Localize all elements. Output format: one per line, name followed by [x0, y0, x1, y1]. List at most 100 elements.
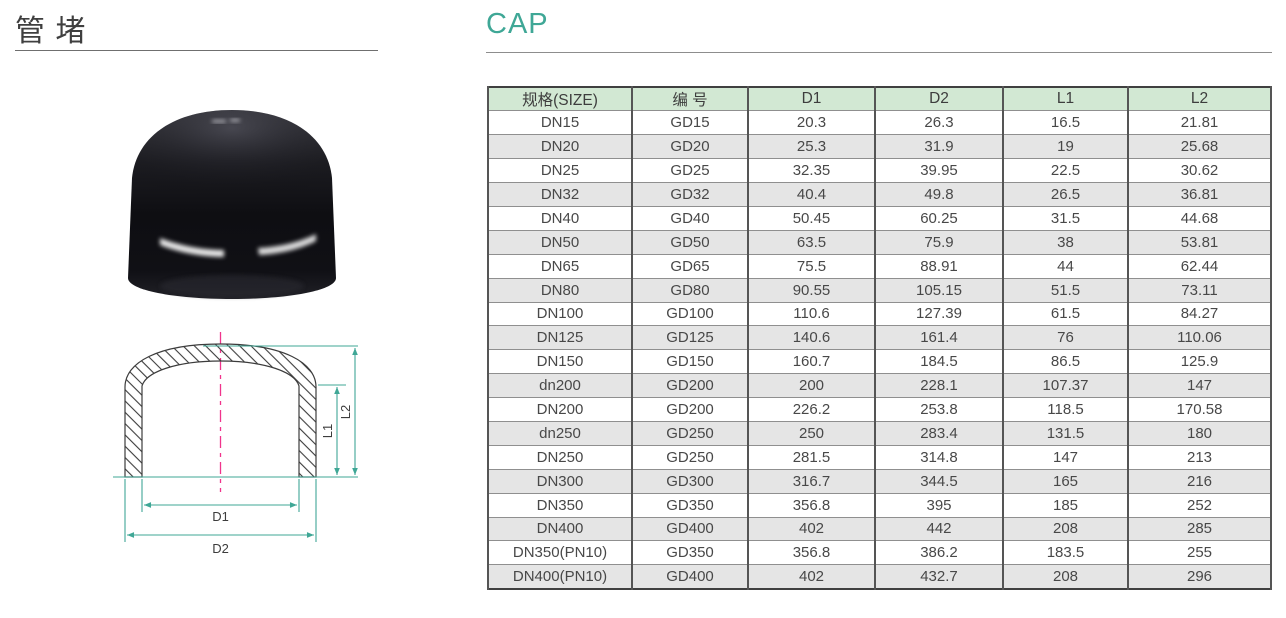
table-row: DN350 GD350 356.8 395 185 252 [487, 492, 1272, 518]
table-row: DN32 GD32 40.4 49.8 26.5 36.81 [487, 182, 1272, 207]
page-title-en-text: CAP [486, 8, 549, 40]
table-cell: 73.11 [1127, 277, 1272, 303]
table-cell: DN400(PN10) [487, 564, 633, 590]
table-cell: 22.5 [1002, 158, 1129, 184]
table-cell: GD350 [631, 492, 749, 518]
dimension-label-d1: D1 [212, 509, 229, 524]
table-cell: DN300 [487, 468, 633, 494]
table-cell: 75.5 [747, 253, 876, 279]
table-cell: 25.68 [1127, 134, 1272, 160]
table-cell: 20.3 [747, 110, 876, 136]
table-cell: GD25 [631, 158, 749, 184]
table-cell: 90.55 [747, 277, 876, 303]
table-cell: 118.5 [1002, 397, 1129, 422]
table-cell: DN80 [487, 277, 633, 303]
table-cell: 84.27 [1127, 301, 1272, 327]
table-cell: DN20 [487, 134, 633, 160]
column-header: 编 号 [631, 86, 749, 112]
table-row: DN350(PN10) GD350 356.8 386.2 183.5 255 [487, 540, 1272, 566]
table-cell: DN40 [487, 205, 633, 231]
table-cell: 51.5 [1002, 277, 1129, 303]
table-cell: 127.39 [874, 301, 1004, 327]
cap-photo-image [128, 110, 336, 299]
table-cell: 344.5 [874, 468, 1004, 494]
table-cell: DN100 [487, 301, 633, 327]
table-row: DN300 GD300 316.7 344.5 165 216 [487, 468, 1272, 494]
table-cell: 75.9 [874, 229, 1004, 255]
table-cell: 26.5 [1002, 182, 1129, 207]
table-cell: 228.1 [874, 373, 1004, 399]
cap-highlight-right [258, 234, 316, 255]
table-cell: 44.68 [1127, 205, 1272, 231]
table-cell: 26.3 [874, 110, 1004, 136]
table-cell: 53.81 [1127, 229, 1272, 255]
table-cell: GD250 [631, 420, 749, 446]
table-cell: 107.37 [1002, 373, 1129, 399]
table-cell: 296 [1127, 564, 1272, 590]
table-cell: DN150 [487, 349, 633, 375]
table-cell: DN350(PN10) [487, 540, 633, 566]
table-cell: DN32 [487, 182, 633, 207]
table-cell: GD250 [631, 444, 749, 470]
table-cell: 39.95 [874, 158, 1004, 184]
table-cell: 125.9 [1127, 349, 1272, 375]
table-cell: 386.2 [874, 540, 1004, 566]
table-cell: 19 [1002, 134, 1129, 160]
table-cell: 356.8 [747, 492, 876, 518]
cap-section-drawing: D1 D2 L1 L2 [113, 332, 358, 556]
table-row: DN200 GD200 226.2 253.8 118.5 170.58 [487, 397, 1272, 422]
table-cell: 86.5 [1002, 349, 1129, 375]
cap-emboss-mark [212, 119, 240, 123]
table-row: DN40 GD40 50.45 60.25 31.5 44.68 [487, 205, 1272, 231]
table-cell: 316.7 [747, 468, 876, 494]
cap-highlight-left [160, 238, 224, 257]
table-cell: 25.3 [747, 134, 876, 160]
table-cell: 161.4 [874, 325, 1004, 351]
table-cell: 208 [1002, 516, 1129, 542]
table-cell: 208 [1002, 564, 1129, 590]
table-cell: DN350 [487, 492, 633, 518]
table-cell: 36.81 [1127, 182, 1272, 207]
table-cell: GD400 [631, 564, 749, 590]
table-cell: 110.06 [1127, 325, 1272, 351]
table-cell: 402 [747, 516, 876, 542]
table-cell: 160.7 [747, 349, 876, 375]
table-cell: 180 [1127, 420, 1272, 446]
table-row: DN15 GD15 20.3 26.3 16.5 21.81 [487, 110, 1272, 136]
table-cell: 314.8 [874, 444, 1004, 470]
table-cell: GD125 [631, 325, 749, 351]
table-cell: GD200 [631, 397, 749, 422]
table-cell: 170.58 [1127, 397, 1272, 422]
table-cell: DN15 [487, 110, 633, 136]
table-cell: DN65 [487, 253, 633, 279]
table-cell: 105.15 [874, 277, 1004, 303]
dimension-diagram: D1 D2 L1 L2 [105, 330, 375, 575]
table-row: DN50 GD50 63.5 75.9 38 53.81 [487, 229, 1272, 255]
table-cell: GD300 [631, 468, 749, 494]
table-cell: GD20 [631, 134, 749, 160]
table-cell: 21.81 [1127, 110, 1272, 136]
table-cell: 442 [874, 516, 1004, 542]
table-row: dn250 GD250 250 283.4 131.5 180 [487, 420, 1272, 446]
table-cell: GD80 [631, 277, 749, 303]
spec-table: 规格(SIZE) 编 号 D1 D2 L1 L2 DN15 GD15 20.3 26.3 16.5… [487, 86, 1272, 590]
table-row: dn200 GD200 200 228.1 107.37 147 [487, 373, 1272, 399]
table-row: DN125 GD125 140.6 161.4 76 110.06 [487, 325, 1272, 351]
column-header: L1 [1002, 86, 1129, 112]
table-cell: 285 [1127, 516, 1272, 542]
table-cell: 76 [1002, 325, 1129, 351]
column-header: D1 [747, 86, 876, 112]
table-cell: 185 [1002, 492, 1129, 518]
column-header: D2 [874, 86, 1004, 112]
table-cell: 250 [747, 420, 876, 446]
cap-bottom-sheen [160, 275, 304, 297]
table-cell: 60.25 [874, 205, 1004, 231]
table-cell: 40.4 [747, 182, 876, 207]
table-cell: 49.8 [874, 182, 1004, 207]
table-cell: GD350 [631, 540, 749, 566]
table-cell: 110.6 [747, 301, 876, 327]
table-cell: GD65 [631, 253, 749, 279]
dimension-label-l2: L2 [338, 405, 353, 419]
table-cell: DN250 [487, 444, 633, 470]
